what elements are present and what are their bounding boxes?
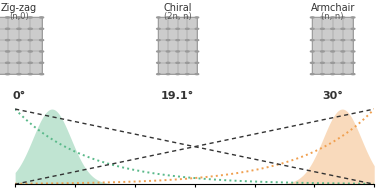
Text: Armchair: Armchair — [310, 3, 355, 13]
Circle shape — [40, 62, 43, 63]
Circle shape — [17, 74, 21, 75]
Circle shape — [176, 62, 180, 63]
Circle shape — [331, 51, 335, 52]
Circle shape — [195, 40, 199, 41]
FancyBboxPatch shape — [0, 17, 42, 74]
Circle shape — [310, 28, 314, 29]
Circle shape — [6, 62, 9, 63]
Circle shape — [166, 62, 170, 63]
Text: (n, n): (n, n) — [321, 12, 344, 21]
Circle shape — [186, 62, 189, 63]
Circle shape — [176, 17, 180, 18]
Text: (n,0): (n,0) — [9, 12, 29, 21]
Circle shape — [341, 74, 345, 75]
Circle shape — [17, 17, 21, 18]
Circle shape — [186, 28, 189, 29]
Text: Zig-zag: Zig-zag — [1, 3, 37, 13]
Circle shape — [176, 40, 180, 41]
Circle shape — [40, 39, 43, 41]
Circle shape — [321, 40, 324, 41]
Circle shape — [17, 62, 21, 63]
Circle shape — [17, 39, 21, 41]
Circle shape — [351, 74, 355, 75]
Circle shape — [156, 62, 160, 63]
Circle shape — [6, 28, 9, 29]
Circle shape — [321, 74, 324, 75]
Circle shape — [321, 51, 324, 52]
Circle shape — [176, 74, 180, 75]
Circle shape — [195, 74, 199, 75]
Circle shape — [331, 17, 335, 18]
Circle shape — [321, 17, 324, 18]
Circle shape — [195, 51, 199, 52]
Circle shape — [331, 28, 335, 29]
Circle shape — [28, 39, 32, 41]
Circle shape — [186, 40, 189, 41]
Circle shape — [195, 28, 199, 29]
Circle shape — [176, 28, 180, 29]
Circle shape — [186, 74, 189, 75]
Text: 0°: 0° — [12, 91, 26, 101]
Circle shape — [166, 17, 170, 18]
Circle shape — [351, 62, 355, 63]
Circle shape — [310, 62, 314, 63]
Circle shape — [351, 40, 355, 41]
Circle shape — [166, 28, 170, 29]
Circle shape — [6, 17, 9, 18]
Circle shape — [310, 17, 314, 18]
Circle shape — [186, 17, 189, 18]
Circle shape — [331, 40, 335, 41]
Circle shape — [28, 51, 32, 52]
Text: (2n, n): (2n, n) — [164, 12, 192, 21]
Text: Chiral: Chiral — [163, 3, 192, 13]
Circle shape — [156, 74, 160, 75]
Circle shape — [331, 62, 335, 63]
Circle shape — [6, 39, 9, 41]
Circle shape — [341, 40, 345, 41]
Circle shape — [351, 17, 355, 18]
Circle shape — [28, 17, 32, 18]
Circle shape — [28, 62, 32, 63]
Circle shape — [17, 28, 21, 29]
Circle shape — [166, 40, 170, 41]
Circle shape — [331, 74, 335, 75]
Circle shape — [351, 28, 355, 29]
Circle shape — [321, 62, 324, 63]
Circle shape — [40, 17, 43, 18]
FancyBboxPatch shape — [158, 17, 197, 74]
Circle shape — [156, 51, 160, 52]
Circle shape — [156, 28, 160, 29]
Circle shape — [17, 51, 21, 52]
Circle shape — [310, 51, 314, 52]
Circle shape — [341, 62, 345, 63]
Circle shape — [6, 74, 9, 75]
Circle shape — [156, 17, 160, 18]
Circle shape — [156, 40, 160, 41]
Circle shape — [166, 74, 170, 75]
Circle shape — [195, 17, 199, 18]
Circle shape — [351, 51, 355, 52]
Circle shape — [321, 28, 324, 29]
Circle shape — [6, 51, 9, 52]
Circle shape — [176, 51, 180, 52]
Circle shape — [341, 51, 345, 52]
Circle shape — [40, 74, 43, 75]
FancyBboxPatch shape — [312, 17, 353, 74]
Circle shape — [341, 28, 345, 29]
Text: 19.1°: 19.1° — [161, 91, 194, 101]
Circle shape — [166, 51, 170, 52]
Circle shape — [28, 74, 32, 75]
Circle shape — [195, 62, 199, 63]
Circle shape — [186, 51, 189, 52]
Circle shape — [310, 40, 314, 41]
Circle shape — [310, 74, 314, 75]
Text: 30°: 30° — [322, 91, 343, 101]
Circle shape — [28, 28, 32, 29]
Circle shape — [40, 51, 43, 52]
Circle shape — [341, 17, 345, 18]
Circle shape — [40, 28, 43, 29]
